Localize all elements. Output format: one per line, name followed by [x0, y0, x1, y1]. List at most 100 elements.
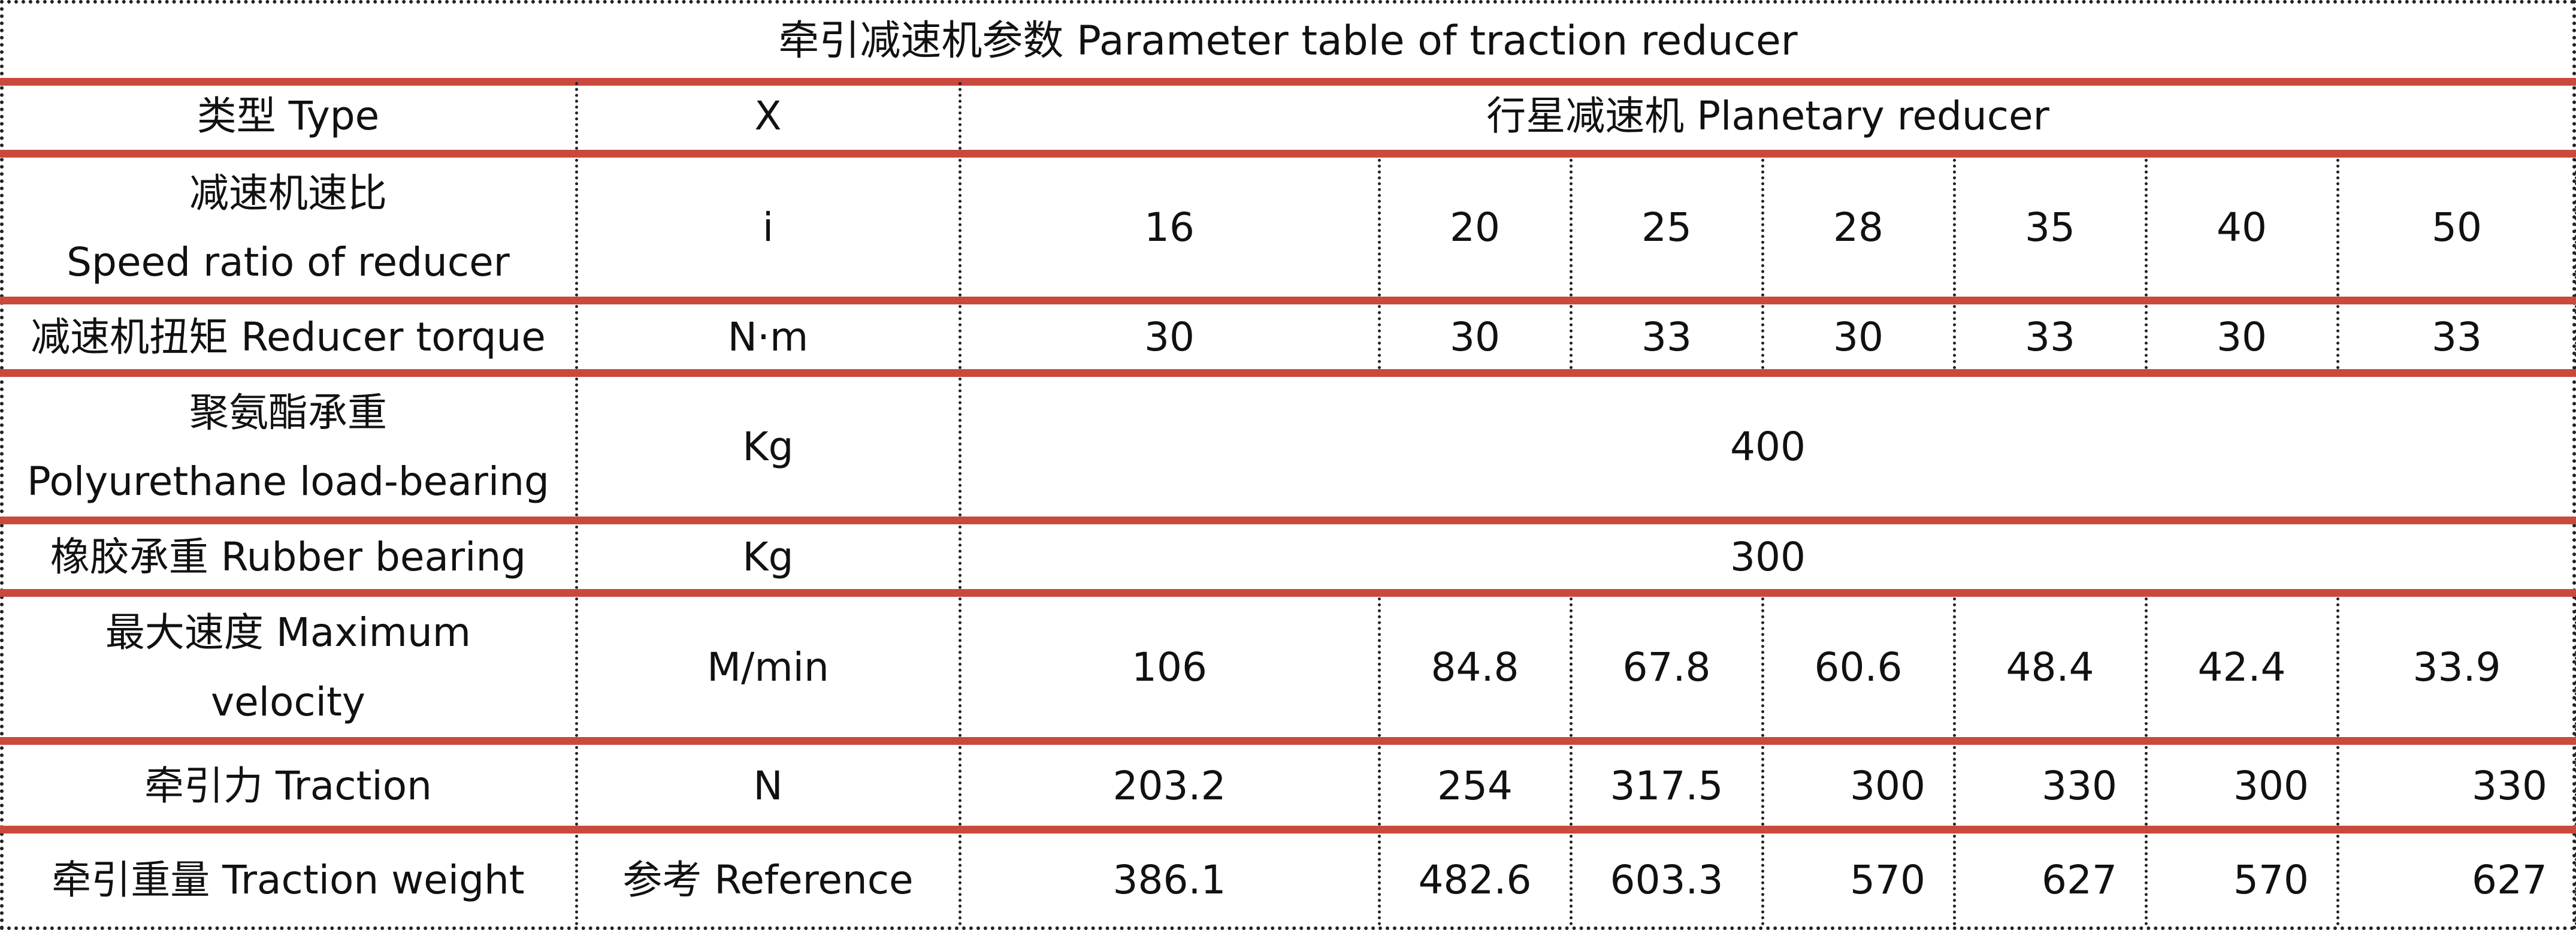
row-separator — [0, 826, 2576, 834]
value-cell: 50 — [2432, 204, 2482, 251]
row-label-rubber-load: 橡胶承重 Rubber bearing — [50, 534, 527, 581]
column-divider — [1953, 305, 1956, 369]
value-cell: 300 — [1850, 762, 1925, 809]
value-cell: 48.4 — [2006, 644, 2094, 690]
column-divider — [959, 746, 962, 826]
value-cell: 28 — [1833, 204, 1883, 251]
column-divider — [2145, 835, 2148, 925]
table-border-top — [0, 0, 2576, 4]
column-divider — [2575, 159, 2576, 297]
column-divider — [2575, 305, 2576, 369]
value-cell: 627 — [2042, 856, 2117, 903]
column-divider — [2336, 597, 2339, 737]
value-cell: 603.3 — [1610, 856, 1724, 903]
row-separator — [0, 517, 2576, 524]
value-cell: 30 — [1144, 313, 1195, 360]
column-divider — [2575, 746, 2576, 826]
table-border-bottom — [0, 926, 2576, 930]
column-divider — [2145, 746, 2148, 826]
row-unit-type: X — [754, 92, 782, 139]
value-cell: 33 — [1641, 313, 1692, 360]
column-divider — [575, 746, 578, 826]
row-span-value-type: 行星减速机 Planetary reducer — [1486, 92, 2049, 139]
column-divider — [575, 305, 578, 369]
value-cell: 330 — [2472, 762, 2547, 809]
row-unit-rubber-load: Kg — [742, 534, 794, 581]
value-cell: 67.8 — [1622, 644, 1711, 690]
value-cell: 254 — [1437, 762, 1513, 809]
column-divider — [575, 378, 578, 517]
column-divider — [1378, 305, 1381, 369]
row-separator — [0, 369, 2576, 377]
column-divider — [959, 159, 962, 297]
column-divider — [2336, 305, 2339, 369]
column-divider — [1570, 746, 1573, 826]
column-divider — [1761, 597, 1764, 737]
column-divider — [2575, 597, 2576, 737]
value-cell: 317.5 — [1610, 762, 1724, 809]
value-cell: 35 — [2025, 204, 2075, 251]
column-divider — [1953, 597, 1956, 737]
row-label-type: 类型 Type — [196, 92, 380, 139]
row-label-speed-ratio: 减速机速比 Speed ratio of reducer — [66, 170, 510, 286]
value-cell: 25 — [1641, 204, 1692, 251]
value-cell: 627 — [2472, 856, 2547, 903]
value-cell: 106 — [1132, 644, 1207, 690]
value-cell: 482.6 — [1418, 856, 1532, 903]
value-cell: 570 — [1850, 856, 1925, 903]
column-divider — [1570, 835, 1573, 925]
value-cell: 33 — [2025, 313, 2075, 360]
column-divider — [959, 305, 962, 369]
row-separator — [0, 78, 2576, 86]
row-separator — [0, 150, 2576, 158]
table-border-right — [2572, 0, 2576, 930]
column-divider — [1378, 597, 1381, 737]
value-cell: 203.2 — [1112, 762, 1226, 809]
column-divider — [575, 835, 578, 925]
column-divider — [2575, 835, 2576, 925]
row-unit-max-velocity: M/min — [707, 644, 829, 690]
row-separator — [0, 297, 2576, 304]
value-cell: 300 — [2233, 762, 2309, 809]
column-divider — [2145, 159, 2148, 297]
value-cell: 330 — [2042, 762, 2117, 809]
column-divider — [2336, 746, 2339, 826]
column-divider — [1378, 746, 1381, 826]
row-label-max-velocity: 最大速度 Maximum velocity — [105, 609, 471, 725]
column-divider — [575, 82, 578, 150]
column-divider — [1570, 159, 1573, 297]
value-cell: 30 — [1450, 313, 1500, 360]
row-label-traction-weight: 牵引重量 Traction weight — [52, 856, 525, 903]
column-divider — [959, 82, 962, 150]
value-cell: 84.8 — [1431, 644, 1519, 690]
column-divider — [1378, 835, 1381, 925]
column-divider — [1570, 305, 1573, 369]
row-unit-polyurethane-load: Kg — [742, 424, 794, 470]
column-divider — [2145, 305, 2148, 369]
column-divider — [2145, 597, 2148, 737]
value-cell: 20 — [1450, 204, 1500, 251]
row-label-torque: 减速机扭矩 Reducer torque — [31, 313, 546, 360]
column-divider — [1953, 746, 1956, 826]
column-divider — [1761, 159, 1764, 297]
column-divider — [959, 378, 962, 517]
column-divider — [1761, 835, 1764, 925]
row-unit-traction-weight: 参考 Reference — [622, 856, 914, 903]
column-divider — [1761, 305, 1764, 369]
column-divider — [1570, 597, 1573, 737]
column-divider — [1953, 835, 1956, 925]
column-divider — [1378, 159, 1381, 297]
value-cell: 30 — [1833, 313, 1883, 360]
value-cell: 570 — [2233, 856, 2309, 903]
value-cell: 33 — [2432, 313, 2482, 360]
row-span-value-polyurethane-load: 400 — [1730, 424, 1806, 470]
row-label-traction: 牵引力 Traction — [144, 762, 432, 809]
column-divider — [1761, 746, 1764, 826]
row-separator — [0, 589, 2576, 597]
column-divider — [959, 835, 962, 925]
value-cell: 42.4 — [2197, 644, 2286, 690]
value-cell: 33.9 — [2412, 644, 2501, 690]
value-cell: 30 — [2217, 313, 2267, 360]
column-divider — [575, 597, 578, 737]
